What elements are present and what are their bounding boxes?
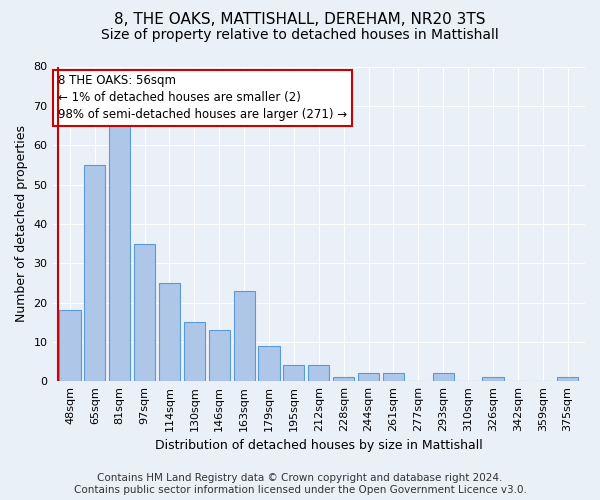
Text: 8 THE OAKS: 56sqm
← 1% of detached houses are smaller (2)
98% of semi-detached h: 8 THE OAKS: 56sqm ← 1% of detached house… — [58, 74, 347, 122]
Bar — [159, 283, 180, 381]
Bar — [59, 310, 80, 381]
Bar — [134, 244, 155, 381]
Bar — [233, 290, 255, 381]
Y-axis label: Number of detached properties: Number of detached properties — [15, 126, 28, 322]
Text: 8, THE OAKS, MATTISHALL, DEREHAM, NR20 3TS: 8, THE OAKS, MATTISHALL, DEREHAM, NR20 3… — [114, 12, 486, 28]
Bar — [283, 366, 304, 381]
Bar — [482, 377, 503, 381]
Bar — [84, 165, 106, 381]
Bar — [308, 366, 329, 381]
Bar — [358, 374, 379, 381]
Bar — [383, 374, 404, 381]
Bar — [209, 330, 230, 381]
X-axis label: Distribution of detached houses by size in Mattishall: Distribution of detached houses by size … — [155, 440, 482, 452]
Bar — [109, 122, 130, 381]
Bar — [333, 377, 354, 381]
Bar — [184, 322, 205, 381]
Text: Size of property relative to detached houses in Mattishall: Size of property relative to detached ho… — [101, 28, 499, 42]
Bar — [557, 377, 578, 381]
Text: Contains HM Land Registry data © Crown copyright and database right 2024.
Contai: Contains HM Land Registry data © Crown c… — [74, 474, 526, 495]
Bar — [433, 374, 454, 381]
Bar — [259, 346, 280, 381]
